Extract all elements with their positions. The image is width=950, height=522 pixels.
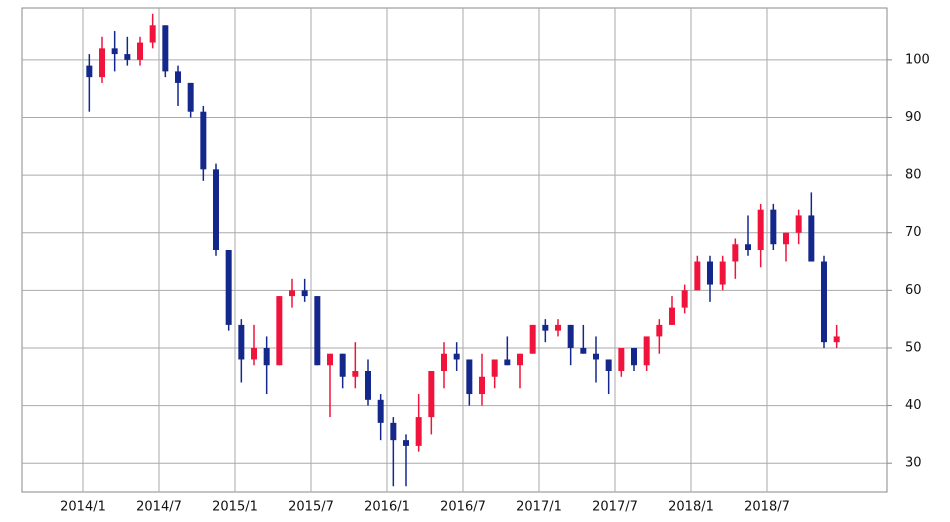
y-tick-label: 80 bbox=[905, 168, 922, 183]
x-tick-label: 2015/1 bbox=[212, 500, 258, 515]
candle-body bbox=[276, 296, 283, 366]
candle-body bbox=[377, 399, 384, 423]
candle-body bbox=[441, 353, 447, 371]
candle-body bbox=[491, 359, 498, 377]
candle-body bbox=[517, 353, 523, 366]
candle-body bbox=[694, 261, 701, 291]
y-tick-label: 70 bbox=[905, 225, 922, 240]
candle-body bbox=[529, 324, 536, 354]
candle-body bbox=[745, 244, 751, 250]
candle-body bbox=[466, 359, 473, 395]
y-tick-label: 50 bbox=[905, 340, 922, 355]
candle-body bbox=[327, 353, 333, 366]
candle-body bbox=[314, 296, 321, 366]
x-tick-label: 2017/7 bbox=[592, 500, 638, 515]
y-tick-label: 100 bbox=[905, 52, 930, 67]
x-tick-label: 2017/1 bbox=[516, 500, 562, 515]
candle-body bbox=[162, 25, 169, 72]
candle-body bbox=[339, 353, 346, 377]
candle-body bbox=[504, 359, 511, 366]
candle-body bbox=[428, 371, 435, 418]
candle-body bbox=[238, 324, 245, 360]
candle-body bbox=[479, 376, 485, 395]
x-tick-label: 2014/1 bbox=[60, 500, 106, 515]
y-tick-label: 30 bbox=[905, 456, 922, 471]
candle-body bbox=[175, 71, 181, 83]
candle-body bbox=[99, 48, 105, 78]
candle-body bbox=[821, 261, 827, 343]
candle-body bbox=[593, 353, 599, 360]
y-tick-label: 90 bbox=[905, 110, 922, 125]
candle-body bbox=[757, 209, 764, 250]
x-tick-label: 2018/1 bbox=[668, 500, 714, 515]
candle-body bbox=[631, 347, 637, 366]
candle-body bbox=[390, 422, 397, 441]
candle-body bbox=[580, 347, 587, 354]
candle-body bbox=[732, 244, 739, 262]
candle-body bbox=[365, 371, 371, 400]
candle-body bbox=[289, 290, 295, 297]
candle-body bbox=[567, 324, 574, 348]
candle-body bbox=[669, 307, 675, 325]
x-tick-label: 2014/7 bbox=[136, 500, 182, 515]
candle-body bbox=[251, 347, 257, 360]
y-tick-label: 60 bbox=[905, 283, 922, 298]
candle-body bbox=[403, 440, 409, 446]
candle-body bbox=[86, 65, 93, 78]
candle-body bbox=[213, 169, 219, 250]
candle-body bbox=[808, 215, 815, 262]
candle-body bbox=[111, 48, 118, 55]
candle-body bbox=[833, 336, 840, 343]
candle-body bbox=[770, 209, 777, 245]
candle-body bbox=[263, 347, 270, 366]
y-tick-label: 40 bbox=[905, 398, 922, 413]
x-tick-label: 2016/1 bbox=[364, 500, 410, 515]
x-tick-label: 2018/7 bbox=[744, 500, 790, 515]
plot-area bbox=[21, 7, 888, 493]
candle-body bbox=[352, 371, 359, 377]
candle-body bbox=[415, 417, 422, 446]
candle-body bbox=[618, 347, 625, 371]
candle-body bbox=[187, 82, 194, 112]
candle-body bbox=[783, 232, 789, 245]
candle-body bbox=[225, 250, 232, 325]
candle-body bbox=[137, 42, 143, 60]
x-tick-label: 2016/7 bbox=[440, 500, 486, 515]
candle-body bbox=[643, 336, 650, 366]
candle-body bbox=[149, 25, 156, 43]
candle-body bbox=[795, 215, 802, 233]
candle-body bbox=[453, 353, 460, 360]
candle-body bbox=[681, 290, 688, 308]
candle-body bbox=[124, 54, 131, 60]
candle-body bbox=[542, 324, 549, 331]
x-tick-label: 2015/7 bbox=[288, 500, 334, 515]
candle-body bbox=[301, 290, 308, 297]
candle-body bbox=[719, 261, 726, 285]
candle-body bbox=[656, 324, 663, 337]
candle-body bbox=[605, 359, 612, 371]
candle-body bbox=[555, 324, 561, 331]
candle-body bbox=[707, 261, 713, 285]
candle-body bbox=[200, 111, 207, 170]
